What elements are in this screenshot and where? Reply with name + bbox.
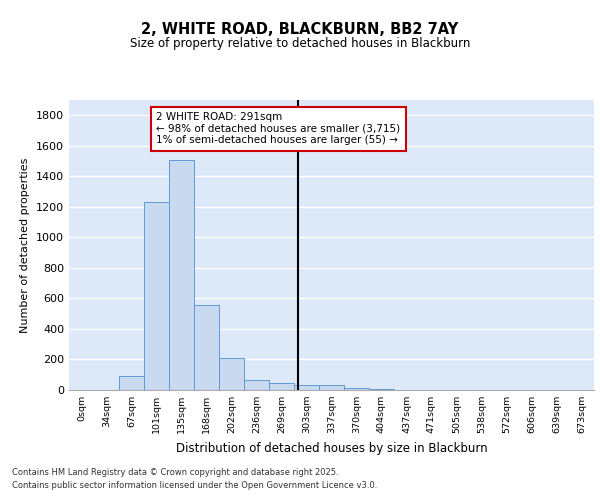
- Bar: [319, 386, 344, 390]
- Bar: [169, 160, 194, 390]
- Bar: [144, 202, 169, 390]
- Bar: [219, 358, 244, 390]
- Bar: [119, 376, 144, 390]
- Text: Size of property relative to detached houses in Blackburn: Size of property relative to detached ho…: [130, 38, 470, 51]
- Y-axis label: Number of detached properties: Number of detached properties: [20, 158, 31, 332]
- Bar: [294, 384, 319, 390]
- Bar: [269, 383, 294, 390]
- Text: 2 WHITE ROAD: 291sqm
← 98% of detached houses are smaller (3,715)
1% of semi-det: 2 WHITE ROAD: 291sqm ← 98% of detached h…: [157, 112, 401, 146]
- Bar: [244, 380, 269, 390]
- Bar: [344, 388, 369, 390]
- Text: Contains public sector information licensed under the Open Government Licence v3: Contains public sector information licen…: [12, 482, 377, 490]
- Bar: [194, 304, 219, 390]
- Bar: [369, 389, 394, 390]
- Text: 2, WHITE ROAD, BLACKBURN, BB2 7AY: 2, WHITE ROAD, BLACKBURN, BB2 7AY: [142, 22, 458, 38]
- Text: Contains HM Land Registry data © Crown copyright and database right 2025.: Contains HM Land Registry data © Crown c…: [12, 468, 338, 477]
- X-axis label: Distribution of detached houses by size in Blackburn: Distribution of detached houses by size …: [176, 442, 487, 454]
